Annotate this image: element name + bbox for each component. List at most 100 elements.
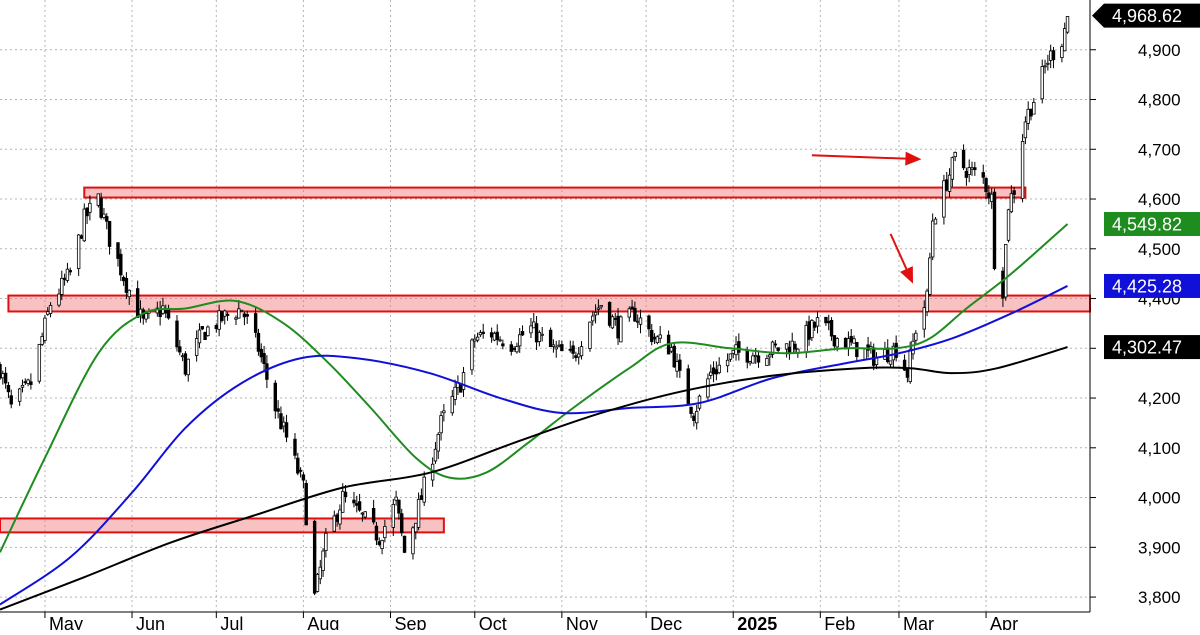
candle-body — [540, 333, 544, 336]
candle-body — [672, 345, 676, 368]
y-tick-label: 4,000 — [1138, 489, 1181, 508]
candle-body — [692, 415, 696, 421]
candle-body — [706, 378, 710, 398]
y-tick-label: 4,700 — [1138, 140, 1181, 159]
candle-body — [616, 315, 620, 339]
candle-body — [989, 193, 994, 203]
moving-average-line — [0, 223, 1069, 553]
candle-body — [669, 347, 674, 352]
candle-body — [144, 313, 148, 320]
candle-body — [237, 308, 241, 319]
candle-body — [548, 329, 553, 348]
candle-body — [852, 338, 856, 344]
candle-body — [391, 503, 395, 528]
candle-body — [478, 332, 483, 336]
candle-body — [591, 315, 595, 322]
candle-body — [855, 341, 859, 358]
price-candles — [0, 16, 1070, 596]
price-tag-label: 4,302.47 — [1112, 338, 1182, 358]
candle-body — [928, 257, 932, 295]
candle-body — [20, 384, 25, 388]
moving-average-line — [0, 285, 1068, 606]
candle-body — [537, 332, 542, 342]
candle-body — [804, 325, 808, 353]
candle-body — [276, 408, 280, 412]
candle-body — [883, 349, 887, 360]
candle-body — [343, 491, 348, 498]
candle-body — [461, 372, 466, 390]
candle-body — [768, 354, 772, 358]
candle-body — [85, 207, 89, 217]
price-tag-box — [1104, 273, 1200, 298]
y-axis: 3,8003,9004,0004,1004,2004,3004,4004,500… — [1090, 41, 1181, 607]
candle-body — [40, 336, 44, 345]
candle-body — [835, 338, 839, 348]
candle-body — [62, 277, 67, 280]
candle-body — [711, 367, 716, 375]
y-tick-label: 4,500 — [1138, 240, 1181, 259]
candle-body — [756, 355, 761, 363]
candle-body — [23, 381, 27, 384]
candle-body — [88, 202, 92, 213]
candle-body — [414, 522, 418, 533]
candle-body — [1001, 270, 1005, 299]
price-tags: 4,968.62 4,549.82 4,425.28 4,302.47 — [1092, 3, 1200, 360]
candle-body — [119, 253, 123, 276]
candle-body — [352, 499, 356, 504]
candle-body — [633, 307, 637, 322]
annotation-arrow-shaft — [811, 154, 906, 160]
x-tick-label: 2025 — [737, 614, 777, 630]
candle-body — [200, 326, 204, 330]
candle-body — [827, 320, 831, 324]
candle-body — [253, 313, 258, 333]
candle-body — [863, 348, 867, 360]
candle-body — [745, 349, 749, 363]
candle-body — [105, 216, 109, 222]
candle-body — [753, 354, 758, 358]
candle-body — [220, 311, 224, 321]
moving-average-line — [0, 346, 1068, 611]
x-tick-label: Aug — [307, 614, 339, 630]
candle-body — [338, 509, 342, 525]
candle-body — [748, 361, 752, 364]
candle-body — [355, 503, 359, 506]
candle-body — [560, 344, 564, 352]
candle-body — [888, 360, 893, 365]
candle-body — [964, 170, 969, 178]
candle-body — [9, 395, 13, 405]
candle-body — [383, 525, 387, 539]
candle-body — [29, 381, 33, 385]
candle-body — [411, 527, 415, 555]
x-tick-label: Dec — [650, 614, 682, 630]
candle-body — [206, 326, 210, 336]
candle-body — [650, 329, 654, 342]
candle-body — [501, 343, 505, 347]
candle-body — [970, 167, 974, 170]
candle-body — [1026, 108, 1030, 124]
y-tick-label: 4,100 — [1138, 439, 1181, 458]
candle-body — [99, 197, 103, 218]
y-tick-label: 4,800 — [1138, 91, 1181, 110]
candle-body — [512, 348, 516, 350]
candle-body — [627, 308, 631, 318]
candle-body — [380, 540, 384, 549]
candle-body — [770, 341, 775, 355]
candle-body — [987, 192, 991, 199]
candle-body — [619, 316, 623, 343]
candle-body — [363, 511, 367, 518]
candle-body — [973, 167, 977, 171]
candle-body — [961, 149, 966, 169]
annotation-arrow-head — [900, 266, 914, 284]
candle-body — [416, 498, 421, 528]
candle-body — [776, 347, 780, 351]
candle-body — [557, 344, 561, 347]
candle-body — [107, 220, 112, 247]
candle-body — [709, 371, 713, 376]
x-tick-label: Oct — [479, 614, 507, 630]
annotation-arrow-head — [905, 151, 922, 166]
candle-body — [492, 332, 497, 341]
candle-body — [223, 310, 227, 317]
candle-body — [765, 357, 769, 367]
